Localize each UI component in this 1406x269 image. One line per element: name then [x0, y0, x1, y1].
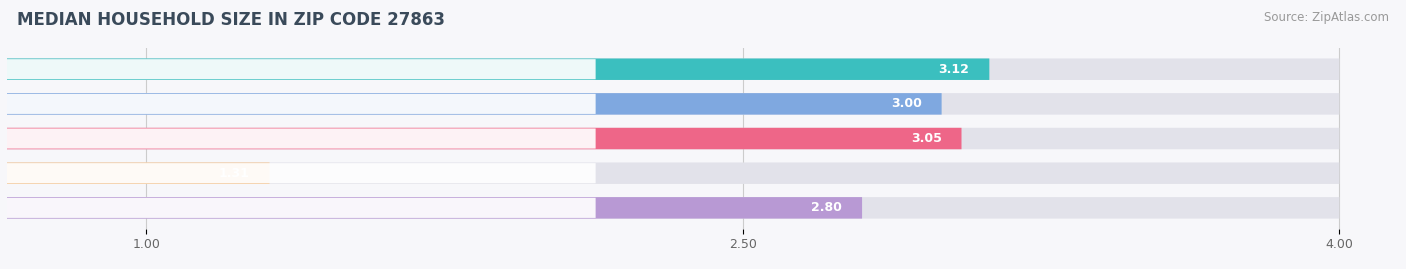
- FancyBboxPatch shape: [0, 58, 990, 80]
- Text: Source: ZipAtlas.com: Source: ZipAtlas.com: [1264, 11, 1389, 24]
- FancyBboxPatch shape: [0, 59, 596, 79]
- Text: MEDIAN HOUSEHOLD SIZE IN ZIP CODE 27863: MEDIAN HOUSEHOLD SIZE IN ZIP CODE 27863: [17, 11, 444, 29]
- FancyBboxPatch shape: [0, 94, 596, 114]
- FancyBboxPatch shape: [0, 58, 1340, 80]
- FancyBboxPatch shape: [0, 128, 1340, 149]
- Text: 2.80: 2.80: [811, 201, 842, 214]
- Text: 3.05: 3.05: [911, 132, 942, 145]
- FancyBboxPatch shape: [0, 198, 596, 218]
- FancyBboxPatch shape: [0, 162, 270, 184]
- FancyBboxPatch shape: [0, 93, 942, 115]
- Text: 1.31: 1.31: [219, 167, 250, 180]
- FancyBboxPatch shape: [0, 197, 862, 219]
- Text: 3.00: 3.00: [891, 97, 922, 110]
- FancyBboxPatch shape: [0, 93, 1340, 115]
- FancyBboxPatch shape: [0, 163, 596, 183]
- FancyBboxPatch shape: [0, 129, 596, 148]
- FancyBboxPatch shape: [0, 197, 1340, 219]
- Text: 3.12: 3.12: [939, 63, 970, 76]
- FancyBboxPatch shape: [0, 162, 1340, 184]
- FancyBboxPatch shape: [0, 128, 962, 149]
